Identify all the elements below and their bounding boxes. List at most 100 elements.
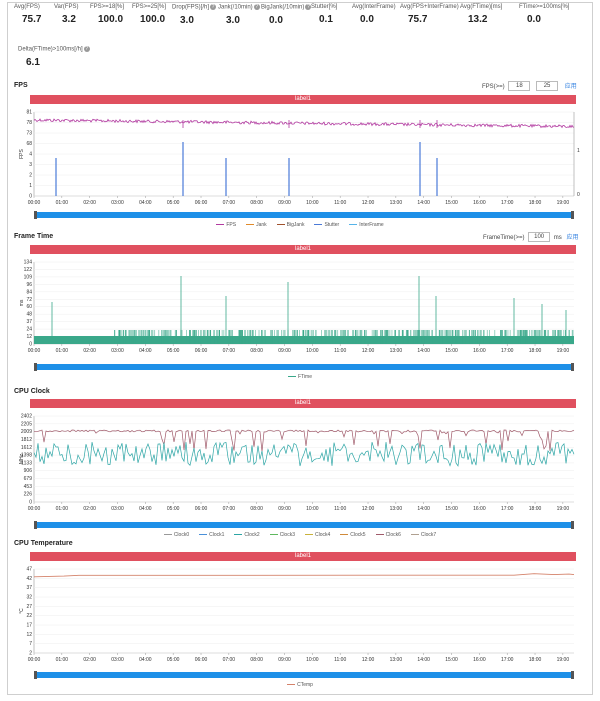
fps-zoom-slider[interactable]: [34, 211, 574, 219]
slider-handle-left[interactable]: [34, 521, 37, 529]
y-tick-label: 2402: [21, 414, 32, 420]
stat-label: Stutter[%]: [311, 4, 338, 10]
x-tick-label: 00:00: [28, 657, 41, 663]
legend-item[interactable]: BigJank: [276, 222, 305, 228]
y-tick-label: 1133: [21, 460, 32, 466]
slider-handle-right[interactable]: [571, 521, 574, 529]
legend-item[interactable]: CTemp: [287, 682, 313, 688]
stat-label: Avg(FTime)[ms]: [460, 4, 503, 10]
x-tick-label: 09:00: [278, 506, 291, 512]
ft-threshold-input[interactable]: 100: [528, 232, 551, 243]
legend-item[interactable]: Stutter: [314, 222, 339, 228]
legend-label: BigJank: [286, 222, 305, 228]
legend-label: FPS: [226, 222, 237, 228]
x-tick-label: 12:00: [362, 506, 375, 512]
y-axis-label: FPS: [19, 148, 25, 158]
delta-stat: Delta(FTime)>100ms[/h]? 6.1: [18, 46, 90, 68]
slider-handle-right[interactable]: [571, 363, 574, 371]
x-tick-label: 17:00: [501, 200, 514, 206]
temp-label-bar[interactable]: label1: [30, 552, 576, 561]
x-tick-label: 08:00: [250, 200, 263, 206]
x-tick-label: 02:00: [83, 348, 96, 354]
x-tick-label: 04:00: [139, 200, 152, 206]
x-tick-label: 08:00: [250, 348, 263, 354]
fps-label-bar[interactable]: label1: [30, 95, 576, 104]
y-tick-label: 2009: [21, 429, 32, 435]
help-icon[interactable]: ?: [253, 4, 260, 10]
stat-6: BigJank(/10min)? 0.0: [261, 4, 312, 26]
stat-9: Avg(FPS+InterFrame) 75.7: [400, 4, 459, 25]
fps-apply-button[interactable]: 应用: [564, 84, 577, 90]
legend-label: Clock5: [350, 532, 366, 538]
x-tick-label: 19:00: [557, 348, 570, 354]
temp-zoom-slider[interactable]: [34, 671, 574, 679]
help-icon[interactable]: ?: [83, 46, 90, 52]
x-tick-label: 10:00: [306, 200, 319, 206]
x-tick-label: 19:00: [557, 200, 570, 206]
x-tick-label: 15:00: [445, 657, 458, 663]
y-tick-label: 2: [29, 173, 32, 179]
x-tick-label: 12:00: [362, 348, 375, 354]
fps-threshold-controls: FPS(>=) 18 25 应用: [482, 81, 577, 92]
y-tick-label: 12: [26, 334, 32, 340]
y-tick-label: 226: [24, 492, 33, 498]
slider-handle-right[interactable]: [571, 671, 574, 679]
y-tick-label: 1: [29, 183, 32, 189]
x-tick-label: 14:00: [417, 506, 430, 512]
ft-section-title: Frame Time: [14, 233, 54, 240]
ft-zoom-slider[interactable]: [34, 363, 574, 371]
legend-item[interactable]: FPS: [216, 222, 236, 228]
ft-apply-button[interactable]: 应用: [566, 235, 579, 241]
x-tick-label: 05:00: [167, 200, 180, 206]
y-tick-label: 4: [29, 152, 32, 158]
x-tick-label: 12:00: [362, 657, 375, 663]
x-tick-label: 08:00: [250, 657, 263, 663]
legend-item[interactable]: Clock6: [375, 532, 401, 538]
x-tick-label: 02:00: [83, 200, 96, 206]
legend-item[interactable]: Clock4: [305, 532, 330, 538]
fps-threshold-input-1[interactable]: 18: [508, 81, 531, 92]
cpu-zoom-slider[interactable]: [34, 521, 574, 529]
x-tick-label: 19:00: [557, 657, 570, 663]
legend-item[interactable]: Clock0: [163, 532, 189, 538]
slider-handle-left[interactable]: [34, 363, 37, 371]
legend-item[interactable]: Clock2: [234, 532, 260, 538]
x-tick-label: 01:00: [56, 200, 69, 206]
help-icon[interactable]: ?: [305, 4, 312, 10]
x-tick-label: 18:00: [529, 348, 542, 354]
legend-item[interactable]: Clock1: [199, 532, 224, 538]
ft-label-bar[interactable]: label1: [30, 245, 576, 254]
x-tick-label: 00:00: [28, 348, 41, 354]
cpu-label-bar[interactable]: label1: [30, 399, 576, 408]
x-tick-label: 00:00: [28, 506, 41, 512]
fps-threshold-input-2[interactable]: 25: [536, 81, 559, 92]
x-tick-label: 03:00: [111, 657, 124, 663]
legend-item[interactable]: InterFrame: [349, 222, 384, 228]
x-tick-label: 09:00: [278, 348, 291, 354]
legend-item[interactable]: Clock7: [410, 532, 436, 538]
legend-swatch-icon: [276, 224, 285, 226]
x-tick-label: 03:00: [111, 506, 124, 512]
ft-legend: FTime: [0, 374, 600, 380]
y-tick-label: 1812: [21, 437, 32, 443]
x-tick-label: 06:00: [195, 200, 208, 206]
fps-line: [33, 118, 575, 129]
help-icon[interactable]: ?: [210, 4, 217, 10]
legend-item[interactable]: Jank: [246, 222, 267, 228]
stat-7: Stutter[%] 0.1: [311, 4, 337, 25]
legend-label: Clock1: [209, 532, 225, 538]
x-tick-label: 09:00: [278, 657, 291, 663]
slider-handle-left[interactable]: [34, 211, 37, 219]
slider-handle-right[interactable]: [571, 211, 574, 219]
y-axis-label: ms: [19, 299, 25, 306]
slider-handle-left[interactable]: [34, 671, 37, 679]
x-tick-label: 10:00: [306, 506, 319, 512]
delta-value: 6.1: [26, 56, 40, 68]
x-tick-label: 13:00: [390, 506, 403, 512]
x-tick-label: 18:00: [529, 657, 542, 663]
legend-item[interactable]: Clock3: [269, 532, 295, 538]
legend-item[interactable]: FTime: [288, 374, 312, 380]
legend-item[interactable]: Clock5: [340, 532, 366, 538]
legend-label: Clock4: [315, 532, 331, 538]
